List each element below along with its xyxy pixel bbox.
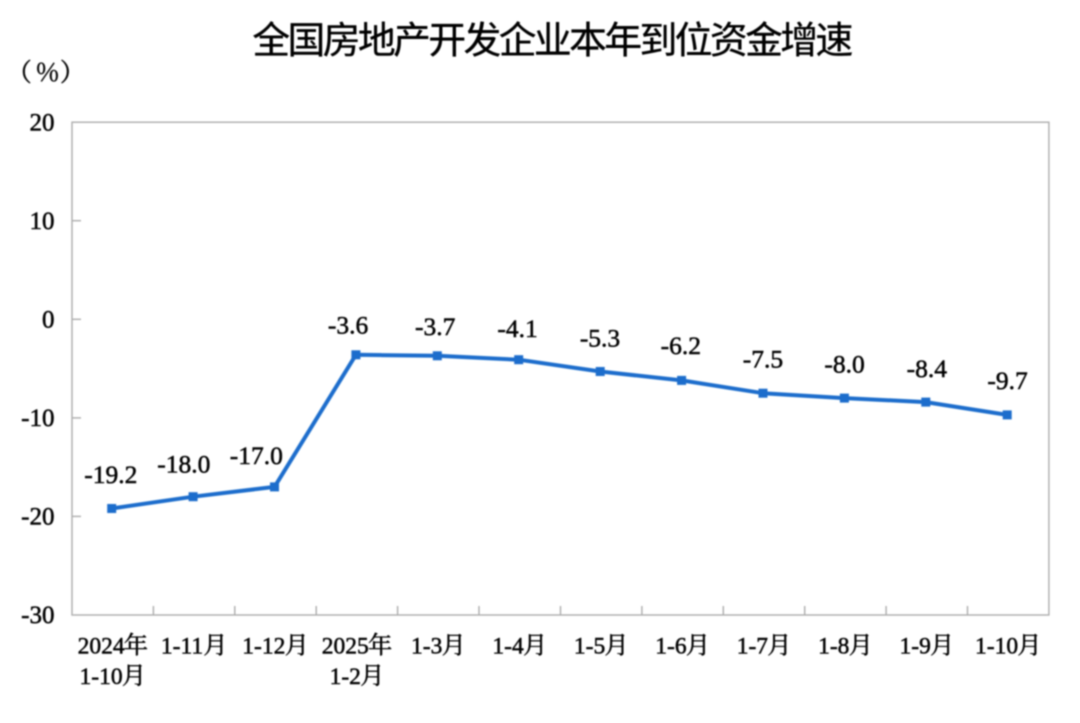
svg-text:-8.0: -8.0 — [824, 350, 864, 379]
svg-text:1-3: 1-3 — [411, 634, 442, 660]
svg-text:1-9: 1-9 — [900, 634, 931, 660]
svg-text:0: 0 — [42, 307, 55, 334]
svg-text:-10: -10 — [21, 405, 54, 432]
svg-text:1-11: 1-11 — [161, 634, 203, 660]
svg-text:1-6: 1-6 — [655, 634, 687, 660]
svg-text:1-7: 1-7 — [737, 634, 769, 660]
svg-text:1-5: 1-5 — [574, 634, 605, 660]
svg-text:10: 10 — [30, 208, 55, 235]
svg-text:-30: -30 — [21, 602, 54, 629]
svg-text:1-10: 1-10 — [80, 664, 123, 690]
svg-text:2024: 2024 — [78, 634, 125, 660]
svg-text:20: 20 — [30, 109, 55, 136]
svg-text:2025: 2025 — [322, 634, 369, 660]
svg-text:-18.0: -18.0 — [157, 450, 210, 479]
svg-text:1-10: 1-10 — [975, 634, 1018, 660]
svg-text:-20: -20 — [21, 504, 54, 531]
svg-text:-17.0: -17.0 — [230, 441, 283, 470]
svg-text:1-12: 1-12 — [242, 634, 285, 660]
svg-text:-6.2: -6.2 — [661, 331, 701, 360]
svg-text:-3.7: -3.7 — [415, 312, 456, 341]
svg-text:-3.6: -3.6 — [328, 310, 368, 339]
svg-text:-7.5: -7.5 — [743, 344, 783, 373]
svg-text:1-8: 1-8 — [818, 634, 849, 660]
svg-text:-4.1: -4.1 — [497, 314, 537, 343]
svg-text:-8.4: -8.4 — [907, 354, 948, 383]
svg-text:1-2: 1-2 — [330, 664, 361, 690]
svg-text:-5.3: -5.3 — [580, 323, 620, 352]
svg-text:-9.7: -9.7 — [987, 366, 1028, 395]
svg-text:1-4: 1-4 — [492, 634, 524, 660]
svg-text:-19.2: -19.2 — [84, 460, 137, 489]
